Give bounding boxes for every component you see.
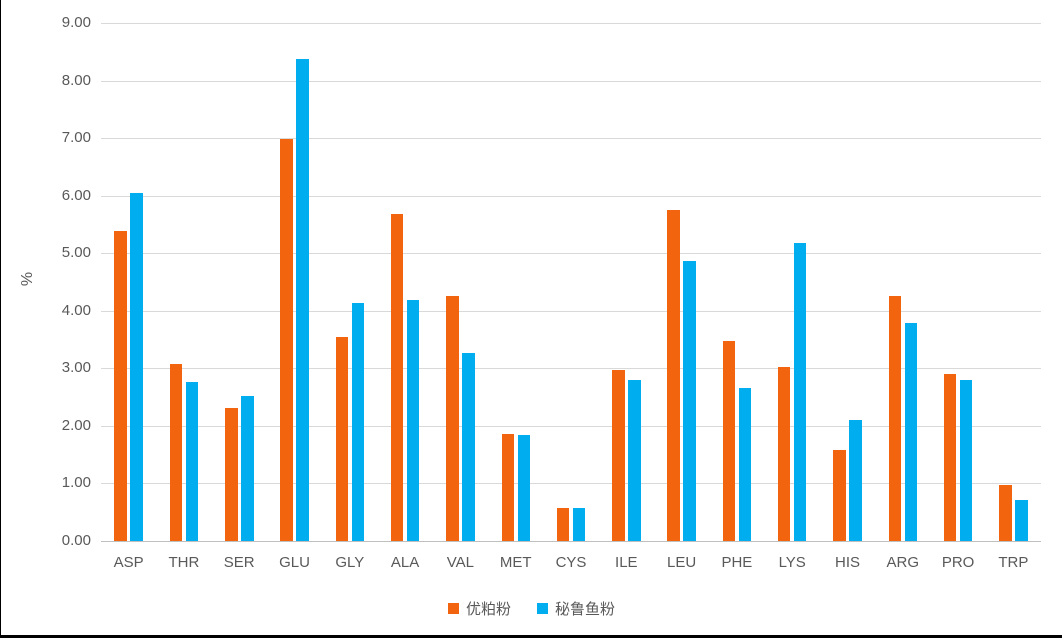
bar-优粕粉-ILE: [612, 369, 625, 541]
y-tick-label: 3.00: [61, 359, 91, 377]
bar-优粕粉-ARG: [888, 295, 901, 541]
y-tick-label: 8.00: [61, 71, 91, 89]
gridline: [101, 80, 1041, 82]
gridline: [101, 425, 1041, 427]
x-tick-label: MET: [499, 554, 532, 571]
bar-优粕粉-ALA: [390, 213, 404, 541]
legend-item: 秘鲁鱼粉: [537, 598, 615, 619]
x-tick-label: PRO: [941, 554, 975, 571]
x-tick-label: GLU: [279, 554, 310, 571]
bar-优粕粉-GLY: [335, 337, 349, 541]
gridline: [101, 310, 1041, 312]
x-axis-line: [101, 541, 1041, 542]
bar-优粕粉-TRP: [999, 485, 1012, 541]
y-tick-label: 5.00: [61, 244, 91, 262]
bar-秘鲁鱼粉-TRP: [1015, 499, 1028, 541]
bar-秘鲁鱼粉-MET: [517, 435, 530, 541]
bar-优粕粉-MET: [501, 433, 514, 541]
bar-秘鲁鱼粉-PRO: [959, 379, 973, 541]
bar-秘鲁鱼粉-ASP: [130, 192, 143, 541]
x-tick-label: LEU: [667, 554, 697, 571]
y-tick-label: 4.00: [61, 301, 91, 319]
gridline: [101, 253, 1041, 255]
y-axis-title: %: [19, 271, 37, 287]
x-tick-label: CYS: [555, 554, 587, 571]
bar-优粕粉-LEU: [667, 209, 680, 541]
y-tick-label: 1.00: [61, 474, 91, 492]
x-tick-label: SER: [223, 554, 255, 571]
legend: 优粕粉 秘鲁鱼粉: [1, 598, 1062, 619]
bar-优粕粉-PRO: [943, 373, 957, 541]
bar-优粕粉-SER: [225, 408, 238, 541]
x-tick-label: HIS: [834, 554, 860, 571]
bar-秘鲁鱼粉-GLY: [351, 302, 365, 541]
gridline: [101, 138, 1041, 140]
legend-swatch-icon: [447, 603, 459, 614]
bar-优粕粉-CYS: [556, 508, 570, 541]
bar-优粕粉-VAL: [446, 296, 459, 541]
bar-优粕粉-PHE: [722, 341, 736, 541]
x-tick-label: GLY: [335, 554, 365, 571]
legend-label: 优粕粉: [465, 601, 511, 618]
bar-秘鲁鱼粉-THR: [185, 382, 199, 541]
legend-item: 优粕粉: [447, 598, 511, 619]
x-tick-label: LYS: [778, 554, 806, 571]
y-tick-label: 9.00: [61, 14, 91, 31]
bar-优粕粉-ASP: [114, 231, 127, 541]
bar-优粕粉-THR: [169, 364, 183, 541]
bar-秘鲁鱼粉-GLU: [296, 59, 309, 541]
bar-秘鲁鱼粉-HIS: [849, 420, 862, 541]
bar-秘鲁鱼粉-VAL: [462, 353, 475, 541]
bar-秘鲁鱼粉-ALA: [406, 300, 420, 541]
x-tick-label: ASP: [113, 554, 144, 571]
x-tick-label: ARG: [886, 554, 920, 571]
bar-优粕粉-HIS: [833, 450, 846, 541]
y-tick-label: 6.00: [61, 186, 91, 204]
bar-优粕粉-LYS: [777, 367, 791, 541]
x-tick-label: PHE: [721, 554, 753, 571]
bar-秘鲁鱼粉-SER: [241, 396, 254, 541]
bar-秘鲁鱼粉-LEU: [683, 260, 696, 541]
bar-秘鲁鱼粉-ILE: [628, 379, 641, 541]
y-tick-label: 7.00: [61, 129, 91, 147]
y-tick-label: 2.00: [61, 416, 91, 434]
plot-area: [101, 23, 1041, 542]
bar-秘鲁鱼粉-LYS: [793, 242, 807, 541]
x-tick-label: VAL: [446, 554, 475, 571]
gridline: [101, 483, 1041, 485]
x-tick-label: TRP: [998, 554, 1029, 571]
gridline: [101, 195, 1041, 197]
gridline: [101, 368, 1041, 370]
y-tick-label: 0.00: [61, 532, 91, 549]
bar-秘鲁鱼粉-ARG: [904, 322, 917, 541]
legend-label: 秘鲁鱼粉: [555, 601, 616, 618]
bar-秘鲁鱼粉-PHE: [738, 387, 752, 541]
bar-优粕粉-GLU: [280, 139, 293, 541]
gridline: [101, 23, 1041, 24]
x-tick-label: ILE: [615, 554, 638, 571]
x-tick-label: THR: [168, 554, 200, 571]
legend-swatch-icon: [537, 603, 548, 614]
x-tick-label: ALA: [390, 554, 420, 571]
bar-秘鲁鱼粉-CYS: [572, 508, 586, 541]
